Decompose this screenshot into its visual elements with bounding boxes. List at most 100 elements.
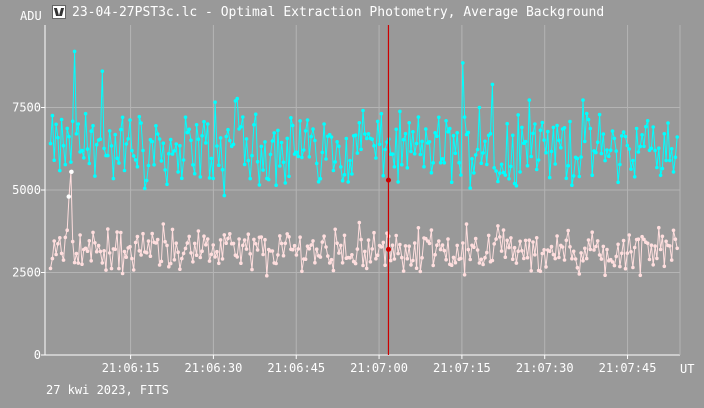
data-point	[124, 142, 129, 146]
cursor-line[interactable]	[385, 25, 391, 355]
data-point	[122, 168, 127, 173]
data-point	[477, 261, 482, 265]
data-point	[159, 259, 164, 264]
data-point	[603, 273, 607, 278]
data-point	[523, 139, 528, 144]
data-point	[534, 236, 539, 240]
data-point	[202, 119, 206, 124]
data-point	[54, 252, 58, 257]
data-point	[87, 161, 92, 166]
data-point	[215, 249, 219, 254]
data-point	[128, 118, 132, 122]
data-point	[339, 243, 343, 248]
data-point	[56, 242, 60, 246]
data-point	[662, 132, 667, 136]
data-point	[658, 247, 663, 252]
data-point	[549, 149, 554, 154]
data-point	[479, 161, 484, 165]
data-point	[329, 257, 334, 262]
data-point	[167, 151, 171, 156]
data-point	[453, 151, 458, 156]
data-point	[621, 130, 626, 134]
data-point	[501, 170, 506, 175]
data-point	[80, 148, 84, 153]
data-point	[547, 175, 552, 180]
data-point	[494, 237, 498, 241]
data-point	[191, 163, 195, 167]
data-point	[507, 245, 511, 250]
data-point	[671, 228, 676, 233]
data-point	[645, 119, 650, 123]
data-point	[355, 151, 360, 155]
y-tick-label: 0	[34, 348, 41, 362]
data-point	[285, 232, 290, 236]
data-point	[599, 151, 604, 156]
data-point	[259, 235, 264, 239]
data-point	[318, 176, 323, 181]
data-point	[183, 246, 188, 251]
data-point	[444, 119, 448, 123]
data-point	[372, 230, 376, 235]
data-point	[673, 155, 678, 159]
data-point	[183, 115, 188, 119]
data-point	[98, 249, 103, 254]
data-point	[475, 248, 480, 252]
data-point	[651, 263, 655, 267]
data-point	[372, 143, 376, 148]
data-point	[213, 100, 217, 104]
data-point	[370, 137, 375, 141]
data-point	[625, 143, 630, 148]
data-point	[93, 174, 97, 178]
photometry-app-icon[interactable]	[52, 5, 66, 19]
data-point	[196, 229, 201, 233]
data-point	[128, 244, 132, 249]
data-point	[189, 251, 193, 255]
x-axis-label: UT	[680, 362, 695, 376]
data-point	[594, 150, 598, 155]
data-point	[448, 126, 452, 131]
data-point	[407, 121, 412, 125]
data-point	[625, 251, 630, 255]
data-point	[442, 161, 447, 165]
data-point	[196, 137, 201, 141]
data-point	[241, 115, 245, 119]
data-point	[662, 264, 667, 269]
data-point	[161, 141, 166, 145]
data-point	[248, 252, 252, 256]
data-point	[261, 168, 265, 172]
data-point	[106, 227, 110, 231]
data-point	[342, 233, 347, 238]
data-point	[89, 129, 93, 133]
data-point	[69, 160, 73, 164]
data-point	[514, 261, 519, 265]
data-point	[451, 133, 456, 138]
data-point	[298, 235, 302, 239]
data-point	[603, 158, 607, 163]
data-point	[657, 146, 661, 150]
data-point	[176, 250, 180, 254]
data-point	[533, 253, 537, 257]
data-point	[551, 125, 556, 130]
data-point	[627, 147, 631, 151]
data-point	[106, 153, 110, 158]
data-point	[141, 231, 145, 236]
data-point	[562, 126, 567, 130]
data-point	[629, 250, 633, 254]
data-point	[464, 222, 469, 226]
data-point	[520, 249, 524, 253]
data-point	[437, 115, 441, 120]
data-point	[278, 164, 282, 168]
data-point	[571, 249, 576, 254]
data-point	[133, 158, 138, 162]
data-point	[655, 165, 659, 170]
data-point	[568, 119, 572, 124]
data-point	[344, 136, 349, 141]
data-point	[411, 130, 415, 134]
data-point	[113, 247, 117, 252]
data-point	[331, 268, 336, 273]
data-point	[392, 257, 397, 261]
y-tick-label: 7500	[12, 101, 41, 115]
data-point	[168, 261, 173, 266]
data-point	[542, 138, 546, 142]
